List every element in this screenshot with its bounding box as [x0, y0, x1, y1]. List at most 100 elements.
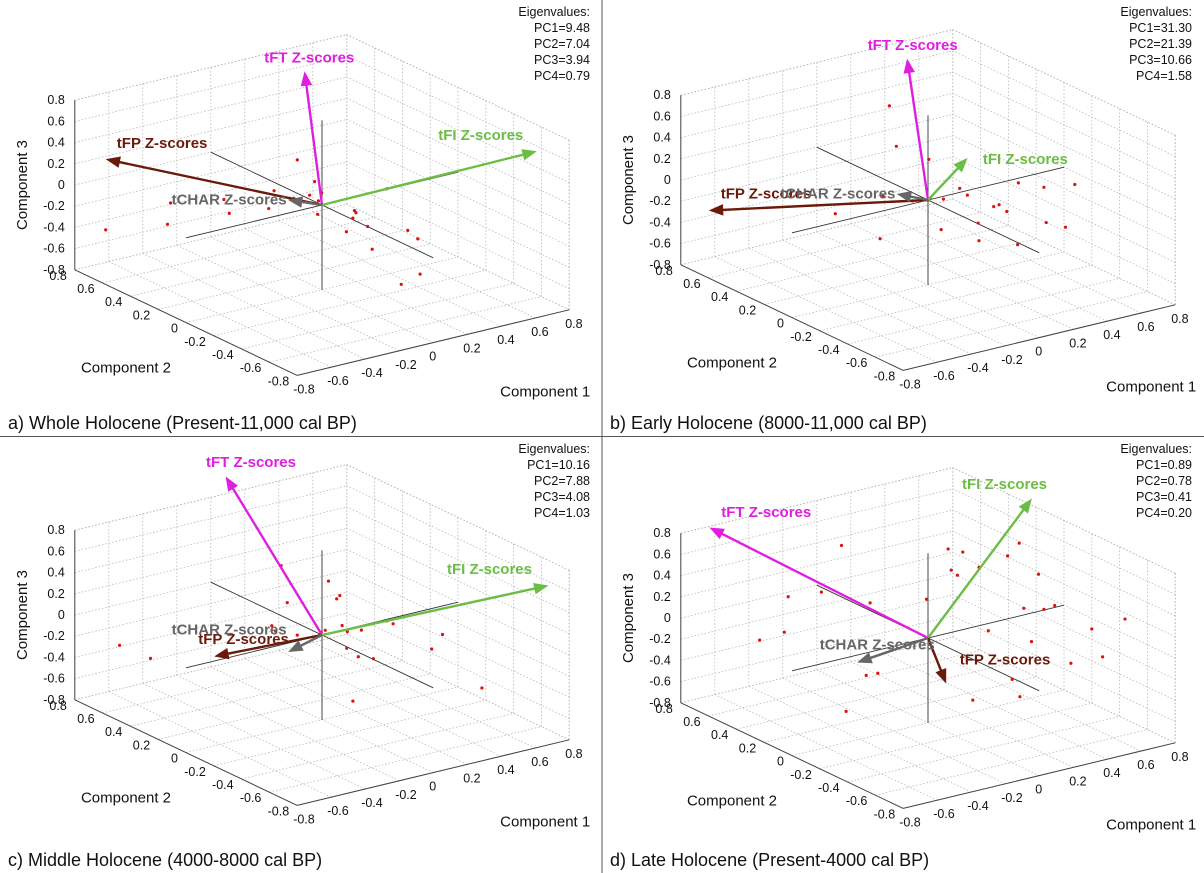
grid-line — [708, 650, 981, 717]
score-point — [946, 547, 950, 551]
grid-line — [680, 135, 953, 202]
x-tick-label: -0.6 — [933, 807, 955, 821]
grid-line — [74, 612, 347, 679]
score-point — [939, 228, 943, 232]
vector-label: tFP Z-scores — [721, 185, 812, 202]
score-point — [782, 630, 786, 634]
z-tick-label: -0.8 — [43, 263, 65, 277]
x-tick-label: 0 — [1035, 783, 1042, 797]
grid-line — [952, 636, 1176, 744]
x-axis-label: Component 1 — [1106, 817, 1196, 834]
grid-line — [736, 225, 1009, 292]
score-point — [272, 189, 276, 193]
score-point — [340, 623, 344, 628]
score-point — [864, 673, 868, 677]
y-tick-label: 0.6 — [77, 712, 94, 726]
z-tick-label: -0.6 — [649, 675, 671, 689]
score-point — [326, 579, 331, 583]
x-tick-label: 0.2 — [463, 341, 480, 355]
vector-label: tFP Z-scores — [960, 652, 1051, 669]
eigenvalue-label: PC1=0.89 — [1136, 458, 1192, 472]
score-point — [1123, 617, 1127, 621]
x-tick-label: -0.8 — [899, 377, 921, 391]
x-tick-label: 0.8 — [1171, 312, 1188, 326]
vector-label: tFI Z-scores — [983, 151, 1068, 168]
y-tick-label: -0.4 — [818, 343, 840, 357]
z-axis-label: Component 3 — [14, 140, 31, 230]
z-tick-label: 0.2 — [47, 587, 64, 601]
y-tick-label: -0.8 — [874, 369, 896, 383]
y-tick-label: -0.4 — [212, 778, 234, 792]
grid-line — [748, 248, 972, 355]
score-point — [819, 590, 823, 594]
box-edge — [952, 29, 1176, 136]
loading-vector — [927, 157, 968, 201]
eigenvalues-title: Eigenvalues: — [1120, 442, 1192, 456]
y-tick-label: 0.6 — [683, 715, 700, 729]
grid-line — [791, 689, 1065, 756]
vector-label: tFT Z-scores — [721, 504, 811, 521]
score-point — [345, 646, 349, 650]
score-point — [338, 593, 342, 598]
score-point — [351, 699, 355, 703]
grid-line — [74, 182, 347, 249]
score-point — [148, 656, 153, 660]
grid-line — [142, 683, 366, 790]
score-point — [1022, 606, 1026, 610]
x-tick-label: -0.2 — [395, 358, 417, 372]
grid-line — [819, 264, 1092, 332]
score-point — [356, 655, 360, 659]
z-tick-label: 0.2 — [47, 157, 64, 171]
eigenvalue-label: PC4=0.79 — [534, 69, 590, 83]
x-axis-label: Component 1 — [500, 814, 590, 831]
loading-vector — [321, 582, 549, 637]
x-tick-label: 0.4 — [1103, 328, 1120, 342]
grid-line — [847, 278, 1120, 345]
score-point — [992, 205, 996, 209]
score-point — [440, 632, 445, 637]
x-tick-label: -0.4 — [361, 366, 383, 380]
grid-line — [241, 713, 514, 780]
x-tick-label: 0.2 — [463, 771, 480, 785]
grid-line — [346, 161, 570, 268]
score-point — [274, 629, 278, 633]
y-axis-label: Component 2 — [81, 790, 171, 807]
chart-panel: -0.8-0.6-0.4-0.200.20.40.60.8-0.8-0.6-0.… — [610, 442, 1196, 870]
box-edge — [680, 467, 953, 534]
z-tick-label: 0.8 — [653, 526, 670, 540]
x-tick-label: 0.6 — [1137, 320, 1154, 334]
eigenvalue-label: PC2=21.39 — [1129, 37, 1192, 51]
x-tick-label: 0.8 — [565, 317, 582, 331]
panel-caption: b) Early Holocene (8000-11,000 cal BP) — [610, 413, 927, 433]
grid-line — [158, 243, 431, 310]
score-point — [941, 197, 946, 201]
grid-line — [74, 97, 347, 165]
score-point — [222, 197, 226, 202]
axis-edge — [680, 702, 904, 809]
loading-vector — [300, 71, 324, 206]
grid-line — [952, 71, 1176, 178]
grid-line — [680, 156, 953, 223]
grid-line — [74, 527, 347, 595]
grid-line — [346, 140, 570, 247]
z-tick-label: 0.2 — [653, 590, 670, 604]
grid-line — [952, 135, 1176, 242]
grid-line — [952, 594, 1176, 701]
z-tick-label: -0.2 — [43, 199, 65, 213]
grid-line — [312, 642, 536, 749]
vector-label: tFT Z-scores — [264, 49, 354, 66]
grid-line — [346, 76, 570, 183]
eigenvalue-label: PC3=4.08 — [534, 490, 590, 504]
grid-line — [708, 212, 981, 279]
grid-line — [680, 594, 953, 661]
x-tick-label: 0.8 — [1171, 750, 1188, 764]
z-tick-label: 0.6 — [653, 547, 670, 561]
y-tick-label: 0.4 — [711, 728, 728, 742]
score-point — [868, 601, 872, 605]
score-point — [344, 230, 348, 234]
score-point — [169, 201, 173, 205]
score-point — [976, 221, 980, 225]
grid-line — [680, 114, 953, 181]
grid-line — [102, 217, 375, 284]
